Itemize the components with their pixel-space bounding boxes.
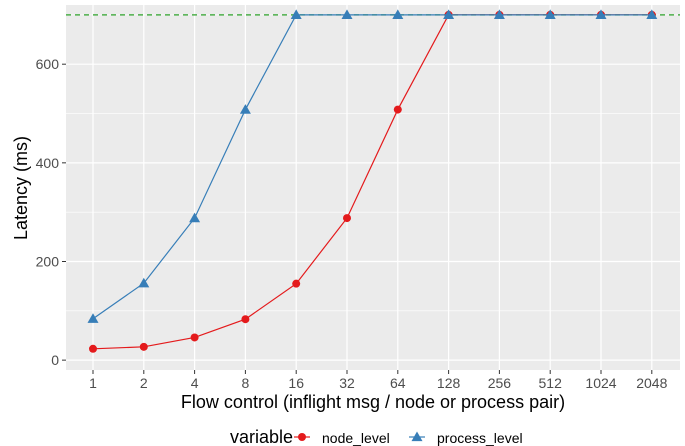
data-point-process_level (443, 9, 455, 19)
plot-panel (66, 5, 680, 370)
x-tick-label: 8 (242, 375, 250, 391)
data-point-node_level (393, 105, 402, 114)
y-axis-title: Latency (ms) (11, 136, 31, 240)
x-tick-label: 32 (339, 375, 355, 391)
data-point-process_level (189, 212, 201, 223)
y-axis: 0 200 400 600 (36, 56, 66, 368)
data-point-node_level (343, 214, 351, 223)
y-tick-label: 0 (51, 352, 59, 368)
y-tick-label: 600 (36, 56, 60, 72)
data-point-process_level (341, 9, 353, 19)
x-tick-label: 2 (140, 375, 148, 391)
series-process_level (87, 9, 658, 323)
data-point-process_level (290, 9, 302, 19)
legend-label-process_level: process_level (437, 430, 523, 446)
data-point-process_level (392, 9, 404, 19)
data-point-process_level (239, 104, 251, 114)
x-tick-label: 2048 (636, 375, 667, 391)
legend-key-marker-process_level (411, 431, 423, 442)
x-tick-label: 512 (539, 375, 563, 391)
x-tick-label: 1 (89, 375, 97, 391)
data-point-node_level (190, 333, 199, 342)
x-tick-label: 256 (488, 375, 512, 391)
x-tick-label: 64 (390, 375, 406, 391)
data-point-process_level (87, 313, 99, 323)
data-point-node_level (241, 315, 250, 324)
legend-label-node_level: node_level (322, 430, 390, 446)
legend-key-marker-node_level (298, 433, 306, 441)
data-point-node_level (292, 279, 301, 288)
data-point-node_level (139, 342, 148, 351)
x-axis-title: Flow control (inflight msg / node or pro… (181, 392, 565, 412)
data-point-process_level (138, 277, 150, 288)
grid-major (66, 5, 680, 370)
x-tick-label: 4 (191, 375, 199, 391)
data-point-process_level (544, 9, 556, 19)
data-point-process_level (595, 9, 607, 19)
legend-title: variable (230, 427, 293, 446)
x-tick-label: 1024 (585, 375, 616, 391)
legend: variable node_level process_level (230, 427, 523, 446)
data-point-process_level (646, 9, 658, 19)
y-tick-label: 200 (36, 253, 60, 269)
x-tick-label: 16 (288, 375, 304, 391)
y-tick-label: 400 (36, 155, 60, 171)
x-axis: 1 2 4 8 16 32 64 128 256 512 1024 2048 (89, 370, 668, 391)
data-point-process_level (493, 9, 505, 19)
x-tick-label: 128 (437, 375, 461, 391)
series-layer (87, 9, 658, 353)
data-point-node_level (89, 344, 97, 353)
series-line-process_level (92, 14, 652, 320)
